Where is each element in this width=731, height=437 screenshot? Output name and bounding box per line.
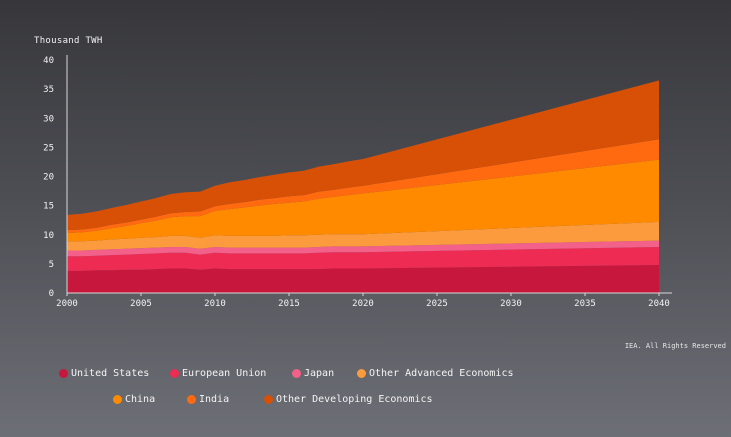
legend-item-japan[interactable]: Japan [292,368,334,379]
y-tick-label-10: 10 [43,231,54,241]
y-tick-label-15: 15 [43,202,54,212]
legend-item-other-advanced-economics[interactable]: Other Advanced Economics [357,368,514,379]
x-tick-label-2010: 2010 [204,299,226,309]
x-tick-label-2005: 2005 [130,299,152,309]
x-tick-label-2000: 2000 [56,299,78,309]
legend-label-japan: Japan [304,368,335,379]
legend-label-united-states: United States [71,368,150,379]
y-tick-label-20: 20 [43,173,54,183]
area-japan [67,240,659,257]
legend-item-other-developing-economics[interactable]: Other Developing Economics [264,394,433,405]
legend-item-india[interactable]: India [187,394,229,405]
y-tick-label-40: 40 [43,56,54,66]
x-tick-label-2020: 2020 [352,299,374,309]
area-other-advanced-economics [67,221,659,251]
legend-item-united-states[interactable]: United States [59,368,149,379]
x-tick-label-2040: 2040 [648,299,670,309]
y-tick-label-5: 5 [49,260,54,270]
x-tick-label-2015: 2015 [278,299,300,309]
legend-item-european-union[interactable]: European Union [170,368,266,379]
legend-label-european-union: European Union [182,368,267,379]
area-other-developing-economics [67,80,659,231]
legend-item-china[interactable]: China [113,394,155,405]
legend-dot-united-states [59,369,68,378]
area-india [67,139,659,233]
area-united-states [67,265,659,293]
y-tick-label-30: 30 [43,114,54,124]
area-european-union [67,247,659,271]
legend-dot-other-developing-economics [264,395,273,404]
legend-dot-european-union [170,369,179,378]
y-tick-label-25: 25 [43,143,54,153]
x-tick-label-2030: 2030 [500,299,522,309]
y-tick-label-0: 0 [49,289,54,299]
legend-label-china: China [125,394,156,405]
area-layers [67,80,659,293]
x-tick-label-2025: 2025 [426,299,448,309]
x-tick-label-2035: 2035 [574,299,596,309]
y-axis-label: Thousand TWH [34,36,103,46]
credit-text: IEA. All Rights Reserved [624,342,726,350]
legend-label-other-advanced-economics: Other Advanced Economics [369,368,514,379]
y-tick-label-35: 35 [43,85,54,95]
area-china [67,159,659,242]
legend-label-india: India [199,394,230,405]
legend-dot-china [113,395,122,404]
legend-dot-other-advanced-economics [357,369,366,378]
legend-dot-japan [292,369,301,378]
legend-label-other-developing-economics: Other Developing Economics [276,394,433,405]
legend-dot-india [187,395,196,404]
